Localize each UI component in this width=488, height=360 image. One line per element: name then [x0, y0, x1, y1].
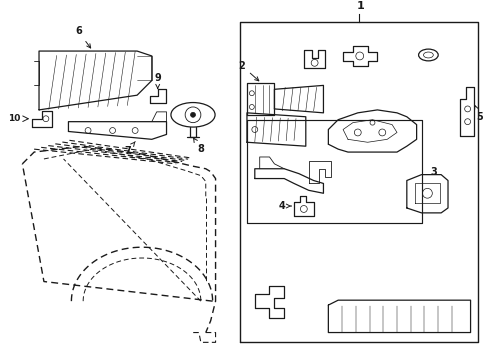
Text: 8: 8: [193, 138, 204, 154]
Text: 1: 1: [356, 1, 364, 11]
Text: 6: 6: [75, 26, 90, 48]
Text: 10: 10: [8, 114, 20, 123]
Text: 9: 9: [154, 72, 161, 89]
Text: 4: 4: [278, 201, 290, 211]
Text: 3: 3: [429, 167, 436, 177]
Text: 7: 7: [123, 141, 135, 156]
Text: 2: 2: [238, 61, 258, 81]
Text: 5: 5: [474, 105, 482, 122]
Circle shape: [190, 112, 195, 117]
